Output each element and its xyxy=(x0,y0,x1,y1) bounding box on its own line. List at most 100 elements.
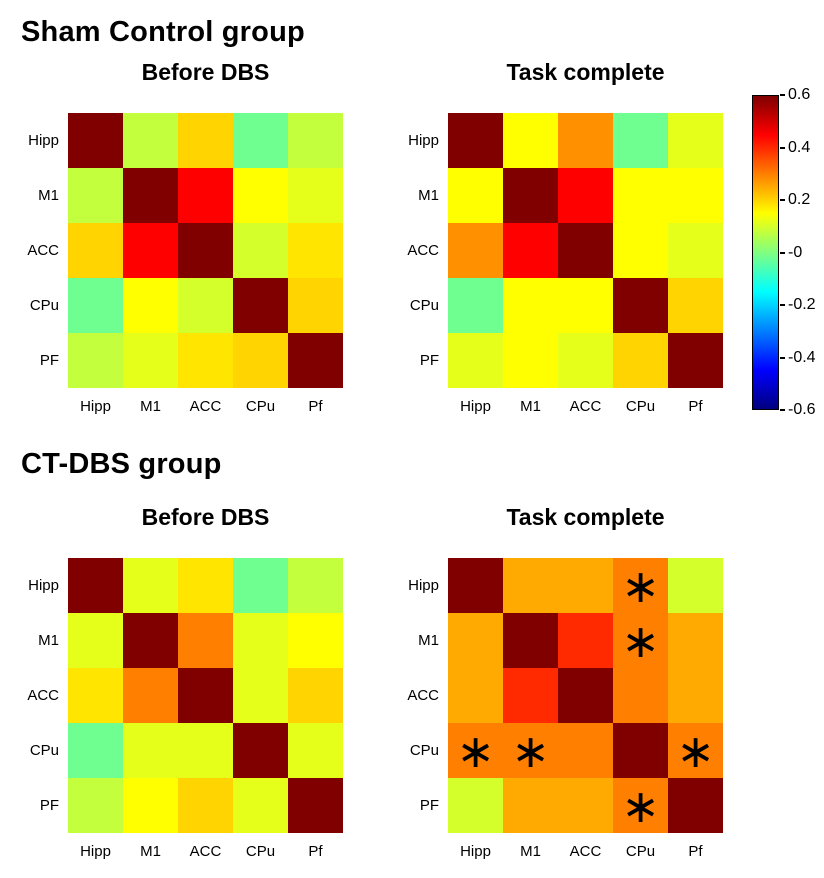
heatmap-cell xyxy=(503,113,558,168)
heatmap-cell xyxy=(558,668,613,723)
row-labels: Hipp M1 ACC CPu PF xyxy=(20,113,68,388)
heatmap-cell: ∗ xyxy=(668,723,723,778)
heatmap-cell xyxy=(123,613,178,668)
heatmap-cell xyxy=(233,278,288,333)
heatmap-cell xyxy=(613,223,668,278)
heatmap-cell xyxy=(503,278,558,333)
row-labels: Hipp M1 ACC CPu PF xyxy=(400,558,448,833)
heatmap-cell xyxy=(68,278,123,333)
heatmap-cell xyxy=(233,168,288,223)
heatmap-area: Hipp M1 ACC CPu PF xyxy=(20,558,350,833)
heatmap-cell xyxy=(288,223,343,278)
row-label: PF xyxy=(419,797,439,814)
colorbar: 0.6 0.4 0.2 -0 -0.2 -0.4 -0.6 xyxy=(752,86,824,418)
heatmap-cell: ∗ xyxy=(448,723,503,778)
col-label: ACC xyxy=(569,398,602,415)
heatmap-cell xyxy=(288,723,343,778)
heatmap-cell xyxy=(233,778,288,833)
heatmap-cell xyxy=(668,778,723,833)
row-labels: Hipp M1 ACC CPu PF xyxy=(20,558,68,833)
heatmap-panel-sham-task-complete: Task complete Hipp M1 ACC CPu PF Hipp M1 ACC CP… xyxy=(400,52,730,415)
heatmap-cell xyxy=(668,113,723,168)
col-label: M1 xyxy=(140,843,161,860)
heatmap-cell xyxy=(668,668,723,723)
col-label: CPu xyxy=(245,843,276,860)
heatmap-grid: ∗ ∗ ∗ ∗ ∗ ∗ xyxy=(448,558,723,833)
heatmap-cell xyxy=(668,168,723,223)
heatmap-cell xyxy=(558,168,613,223)
row-labels: Hipp M1 ACC CPu PF xyxy=(400,113,448,388)
heatmap-cell: ∗ xyxy=(613,778,668,833)
col-labels: Hipp M1 ACC CPu Pf xyxy=(68,388,343,415)
heatmap-cell xyxy=(448,558,503,613)
row-label: ACC xyxy=(407,687,439,704)
row-label: M1 xyxy=(38,632,59,649)
heatmap-cell xyxy=(558,333,613,388)
significance-asterisk: ∗ xyxy=(621,558,660,613)
col-label: Pf xyxy=(688,843,703,860)
row-label: PF xyxy=(39,797,59,814)
col-label: Hipp xyxy=(460,843,491,860)
col-label: ACC xyxy=(189,398,222,415)
colorbar-tick-label: -0 xyxy=(780,244,802,262)
row-label: ACC xyxy=(27,242,59,259)
col-label: CPu xyxy=(625,843,656,860)
significance-asterisk: ∗ xyxy=(621,613,660,668)
row-label: ACC xyxy=(27,687,59,704)
heatmap-cell xyxy=(288,558,343,613)
heatmap-cell xyxy=(558,723,613,778)
heatmap-cell xyxy=(178,278,233,333)
heatmap-cell xyxy=(503,168,558,223)
col-label: M1 xyxy=(520,398,541,415)
heatmap-cell xyxy=(68,168,123,223)
heatmap-grid xyxy=(68,113,343,388)
heatmap-cell xyxy=(123,558,178,613)
heatmap-cell xyxy=(448,668,503,723)
heatmap-cell xyxy=(448,113,503,168)
heatmap-cell xyxy=(123,168,178,223)
panel-subtitle: Task complete xyxy=(506,59,665,85)
heatmap-panel-ctdbs-task-complete: Task complete Hipp M1 ACC CPu PF ∗ ∗ ∗ ∗ ∗ ∗ Hipp… xyxy=(400,497,730,860)
heatmap-cell xyxy=(178,168,233,223)
heatmap-cell xyxy=(233,558,288,613)
row-label: PF xyxy=(39,352,59,369)
heatmap-cell xyxy=(288,613,343,668)
row-label: CPu xyxy=(29,297,59,314)
row-label: CPu xyxy=(29,742,59,759)
significance-asterisk: ∗ xyxy=(456,723,495,778)
col-label: M1 xyxy=(520,843,541,860)
row-label: M1 xyxy=(418,187,439,204)
heatmap-cell xyxy=(448,613,503,668)
colorbar-tick-label: -0.6 xyxy=(780,401,816,419)
heatmap-cell xyxy=(668,333,723,388)
heatmap-cell xyxy=(123,668,178,723)
col-labels: Hipp M1 ACC CPu Pf xyxy=(68,833,343,860)
heatmap-area: Hipp M1 ACC CPu PF xyxy=(20,113,350,388)
heatmap-cell xyxy=(288,278,343,333)
row-label: M1 xyxy=(418,632,439,649)
col-label: Pf xyxy=(688,398,703,415)
heatmap-cell xyxy=(68,613,123,668)
heatmap-cell xyxy=(448,223,503,278)
colorbar-ticks: 0.6 0.4 0.2 -0 -0.2 -0.4 -0.6 xyxy=(780,86,824,418)
row-label: PF xyxy=(419,352,439,369)
row-label: CPu xyxy=(409,742,439,759)
heatmap-cell xyxy=(233,333,288,388)
col-label: Hipp xyxy=(80,398,111,415)
significance-asterisk: ∗ xyxy=(511,723,550,778)
heatmap-cell xyxy=(288,113,343,168)
panel-subtitle: Task complete xyxy=(506,504,665,530)
heatmap-cell xyxy=(448,778,503,833)
heatmap-cell xyxy=(613,333,668,388)
colorbar-gradient xyxy=(752,95,779,410)
heatmap-cell xyxy=(233,723,288,778)
row-label: Hipp xyxy=(408,132,439,149)
significance-asterisk: ∗ xyxy=(676,723,715,778)
colorbar-tick-label: 0.6 xyxy=(780,86,810,104)
heatmap-cell xyxy=(558,278,613,333)
heatmap-cell xyxy=(123,278,178,333)
heatmap-cell xyxy=(178,333,233,388)
heatmap-cell xyxy=(448,333,503,388)
col-label: Hipp xyxy=(80,843,111,860)
heatmap-cell xyxy=(178,558,233,613)
